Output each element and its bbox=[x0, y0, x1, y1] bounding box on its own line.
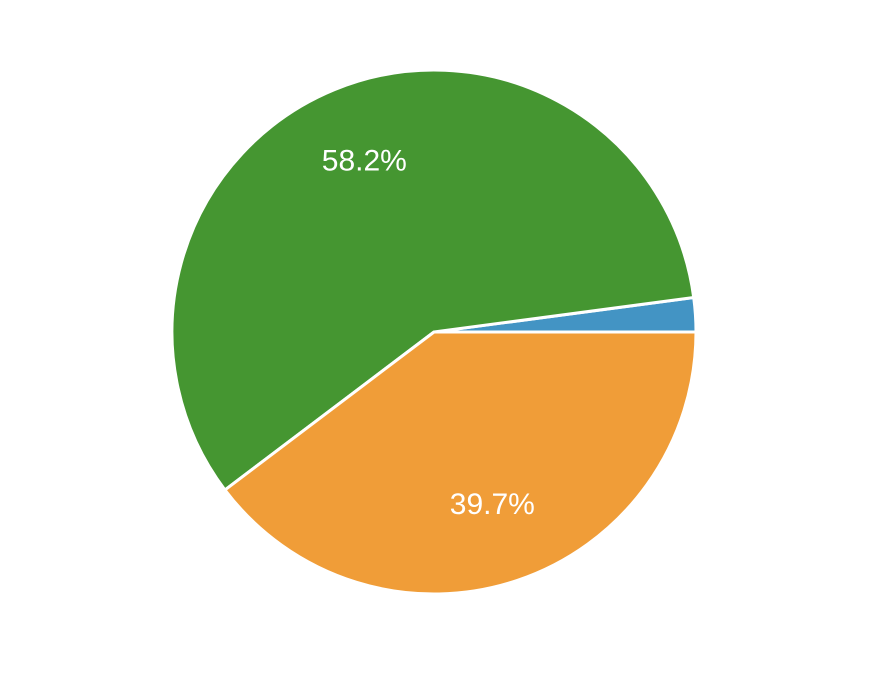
pie-slice bbox=[223, 330, 698, 596]
pie-slice bbox=[170, 68, 696, 492]
data-label: 58.2% bbox=[322, 144, 407, 177]
data-label: 39.7% bbox=[450, 488, 535, 521]
